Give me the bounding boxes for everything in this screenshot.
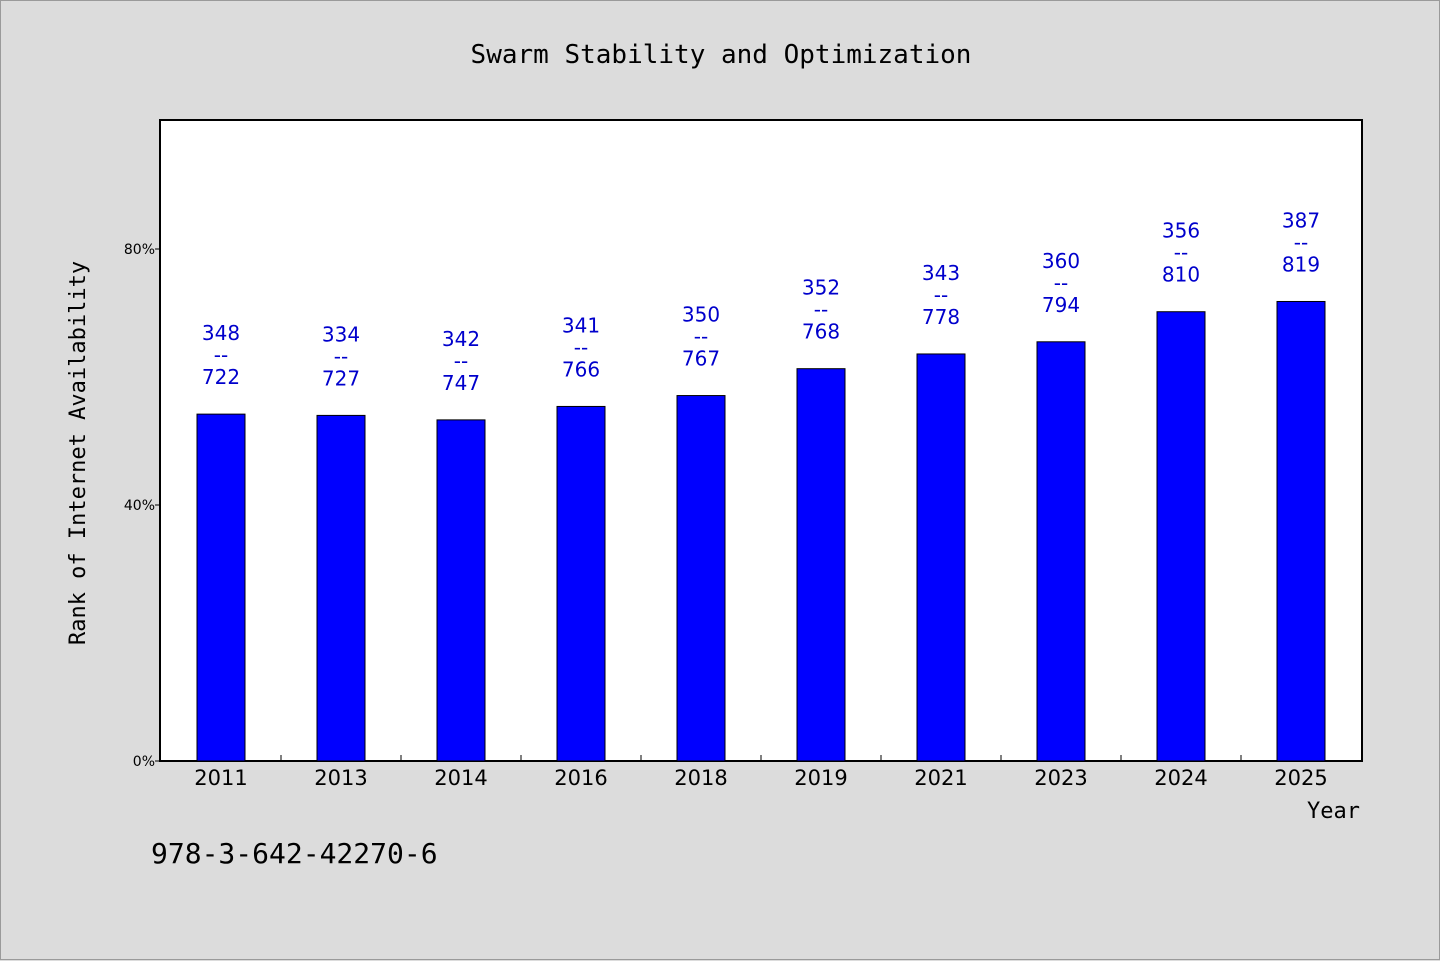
bar-2014 — [436, 419, 486, 762]
data-label-high-2014: 747 — [442, 371, 480, 395]
bar-2023 — [1036, 341, 1086, 762]
data-label-sep-2013: -- — [334, 344, 348, 368]
bar-2019 — [796, 368, 846, 762]
data-label-low-2025: 387 — [1282, 208, 1320, 232]
data-label-sep-2011: -- — [214, 343, 228, 367]
x-tick-label-2018: 2018 — [674, 766, 727, 790]
data-label-high-2023: 794 — [1042, 293, 1080, 317]
data-label-sep-2025: -- — [1294, 230, 1308, 254]
x-tick-label-2014: 2014 — [434, 766, 487, 790]
x-tick-label-2013: 2013 — [314, 766, 367, 790]
x-axis-label: Year — [1307, 799, 1360, 824]
isbn-text: 978-3-642-42270-6 — [151, 837, 438, 870]
x-tick-label-2023: 2023 — [1034, 766, 1087, 790]
y-tick-label: 0% — [133, 754, 155, 770]
x-tick-label-2024: 2024 — [1154, 766, 1207, 790]
bar-2024 — [1156, 311, 1206, 762]
x-tick-label-2016: 2016 — [554, 766, 607, 790]
x-tick-label-2021: 2021 — [914, 766, 967, 790]
x-tick-label-2025: 2025 — [1274, 766, 1327, 790]
data-label-high-2024: 810 — [1162, 263, 1200, 287]
data-label-high-2021: 778 — [922, 305, 960, 329]
data-label-low-2023: 360 — [1042, 249, 1080, 273]
data-label-low-2014: 342 — [442, 327, 480, 351]
data-labels-group: 348--722334--727342--747341--766350--767… — [202, 208, 1320, 394]
data-label-high-2025: 819 — [1282, 252, 1320, 276]
x-tick-label-2019: 2019 — [794, 766, 847, 790]
data-label-high-2013: 727 — [322, 366, 360, 390]
bar-2018 — [676, 395, 726, 762]
data-label-sep-2023: -- — [1054, 271, 1068, 295]
data-label-high-2018: 767 — [682, 347, 720, 371]
bar-2013 — [316, 414, 366, 762]
data-label-low-2016: 341 — [562, 313, 600, 337]
bar-2011 — [196, 413, 246, 762]
data-label-sep-2024: -- — [1174, 241, 1188, 265]
bar-2025 — [1276, 300, 1326, 762]
y-tick-label: 40% — [124, 498, 155, 514]
data-label-low-2021: 343 — [922, 261, 960, 285]
data-label-sep-2014: -- — [454, 349, 468, 373]
data-label-sep-2018: -- — [694, 325, 708, 349]
data-label-low-2013: 334 — [322, 322, 360, 346]
chart-title: Swarm Stability and Optimization — [471, 40, 972, 70]
bar-2016 — [556, 405, 606, 762]
x-axis-ticks: 2011 2013 2014 2016 2018 2019 2021 2023 2024 2025 — [194, 755, 1328, 790]
bar-2021 — [916, 353, 966, 762]
data-label-high-2016: 766 — [562, 357, 600, 381]
data-label-high-2011: 722 — [202, 365, 240, 389]
data-label-low-2018: 350 — [682, 303, 720, 327]
y-axis-label: Rank of Internet Availability — [66, 261, 91, 645]
x-tick-label-2011: 2011 — [194, 766, 247, 790]
data-label-sep-2019: -- — [814, 298, 828, 322]
data-label-low-2011: 348 — [202, 321, 240, 345]
y-tick-label: 80% — [124, 242, 155, 258]
data-label-low-2024: 356 — [1162, 219, 1200, 243]
y-axis-ticks: 0% 40% 80% — [124, 242, 161, 770]
data-label-low-2019: 352 — [802, 276, 840, 300]
data-label-high-2019: 768 — [802, 320, 840, 344]
data-label-sep-2016: -- — [574, 335, 588, 359]
bars-group — [196, 300, 1326, 762]
data-label-sep-2021: -- — [934, 283, 948, 307]
